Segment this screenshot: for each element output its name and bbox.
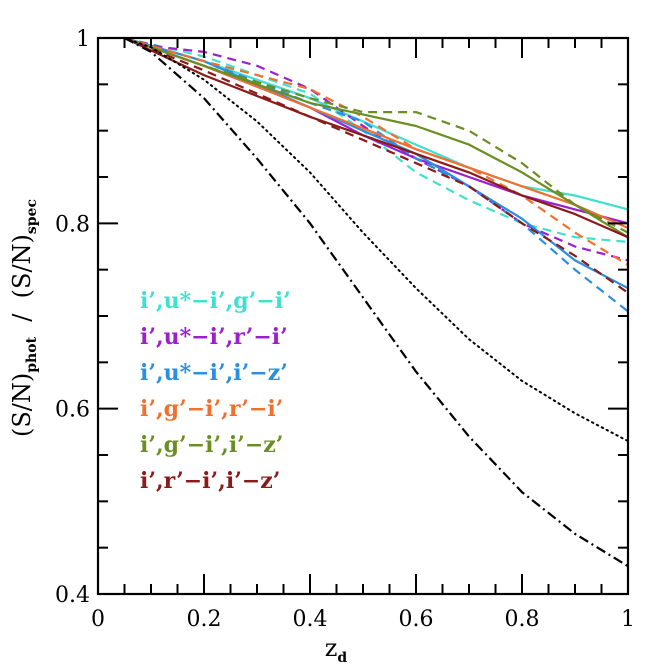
x-tick-label: 1 xyxy=(621,607,635,632)
y-axis-title: (S/N)phot / (S/N)spec xyxy=(8,199,40,437)
x-axis-title: zd xyxy=(325,634,348,664)
x-axis-title-main: z xyxy=(325,634,338,662)
series-line-11-dashed xyxy=(124,36,629,294)
y-axis-title-part-3: / (S/N) xyxy=(8,234,36,337)
legend: i’,u*−i’,g’−i’ i’,u*−i’,r’−i’ i’,u*−i’,i’−… xyxy=(140,288,291,494)
series-line-8-solid xyxy=(124,36,629,239)
legend-entry: i’,u*−i’,i’−z’ xyxy=(140,360,288,386)
series-line-1-dashed xyxy=(124,36,629,243)
legend-entry: i’,r’−i’,i’−z’ xyxy=(140,468,280,494)
axis-ticks xyxy=(97,37,629,595)
legend-entry: i’,g’−i’,r’−i’ xyxy=(140,396,283,422)
x-tick-label: 0.6 xyxy=(399,607,434,632)
legend-entry: i’,u*−i’,g’−i’ xyxy=(140,288,291,314)
x-tick-labels: 0 0.2 0.4 0.6 0.8 1 xyxy=(91,607,635,632)
y-tick-labels: 0.4 0.6 0.8 1 xyxy=(55,27,90,608)
series-line-0-solid xyxy=(124,36,629,211)
series-line-6-solid xyxy=(124,36,629,230)
y-tick-label: 0.8 xyxy=(55,212,90,237)
series-lines xyxy=(123,36,629,568)
x-tick-label: 0.2 xyxy=(187,607,222,632)
y-axis-title-part-2: phot xyxy=(24,336,40,372)
series-line-7-dashed xyxy=(124,36,629,266)
series-line-13-dashdot xyxy=(123,37,629,568)
y-axis-title-part-4: spec xyxy=(24,199,40,234)
series-line-5-dashed xyxy=(124,36,629,313)
series-line-12-dotted xyxy=(123,37,629,443)
y-tick-label: 0.4 xyxy=(55,583,90,608)
series-line-10-solid xyxy=(124,37,629,239)
y-tick-label: 1 xyxy=(76,27,90,52)
y-axis-title-part-1: (S/N) xyxy=(8,373,36,437)
x-tick-label: 0.4 xyxy=(293,607,328,632)
legend-entry: i’,u*−i’,r’−i’ xyxy=(140,324,288,350)
x-tick-label: 0 xyxy=(91,607,105,632)
legend-entry: i’,g’−i’,i’−z’ xyxy=(140,432,283,458)
series-line-9-dashed xyxy=(124,36,629,234)
x-axis-title-sub: d xyxy=(337,650,347,664)
series-line-2-solid xyxy=(124,36,629,225)
y-tick-label: 0.6 xyxy=(55,398,90,423)
x-tick-label: 0.8 xyxy=(505,607,540,632)
series-line-3-dashed xyxy=(124,36,629,262)
